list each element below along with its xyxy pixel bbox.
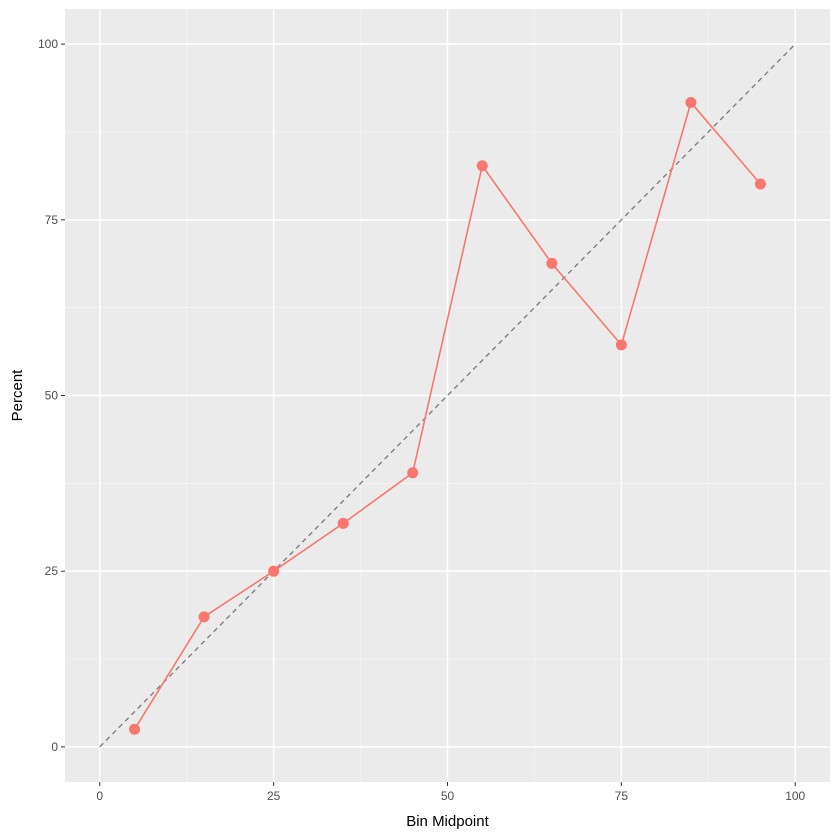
data-point: [268, 565, 280, 577]
data-point: [546, 257, 558, 269]
x-tick-label: 25: [267, 789, 281, 803]
data-point: [476, 160, 488, 172]
data-point: [198, 611, 210, 623]
major-gridlines: [65, 9, 830, 782]
data-point: [685, 96, 697, 108]
data-point: [407, 467, 419, 479]
y-tick-label: 0: [51, 740, 58, 754]
data-point: [129, 723, 141, 735]
y-axis-ticks: 0 25 50 75 100: [38, 37, 65, 754]
x-tick-label: 0: [96, 789, 103, 803]
series-line: [133, 100, 762, 730]
x-tick-label: 50: [441, 789, 455, 803]
data-points: [129, 96, 766, 735]
reference-diagonal-line: [99, 43, 796, 748]
x-tick-label: 75: [615, 789, 629, 803]
data-point: [337, 517, 349, 529]
y-tick-label: 50: [45, 389, 59, 403]
x-axis-ticks: 0 25 50 75 100: [96, 782, 806, 803]
data-point: [754, 178, 766, 190]
y-axis-title: Percent: [9, 369, 26, 422]
y-tick-label: 25: [45, 564, 59, 578]
x-tick-label: 100: [785, 789, 805, 803]
y-tick-label: 100: [38, 37, 58, 51]
data-point: [615, 339, 627, 351]
x-axis-title: Bin Midpoint: [406, 813, 489, 830]
y-tick-label: 75: [45, 213, 59, 227]
